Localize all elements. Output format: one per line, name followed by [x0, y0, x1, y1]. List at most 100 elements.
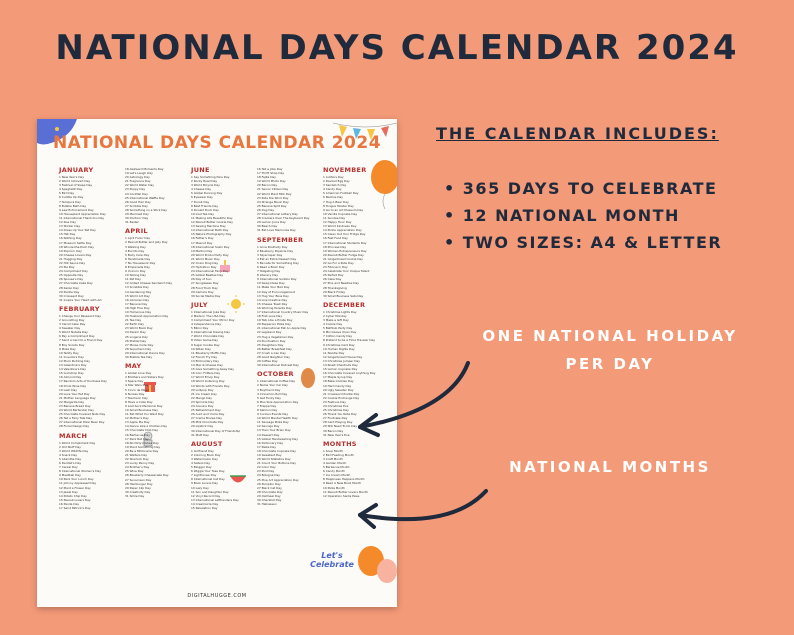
day-entry: 27 Sunscreen Day [125, 477, 152, 482]
day-entry: 21 Ice Cream Day [191, 391, 217, 396]
day-entry: 25 Global Beatles Day [191, 273, 224, 278]
month-heading: MARCH [59, 431, 88, 440]
day-entry: 18 Chocolate Cupcake Day [257, 448, 297, 453]
month-heading: FEBRUARY [59, 304, 100, 313]
day-entry: 27 Scribble Day [125, 203, 148, 208]
day-entry: 4 Independence Day [191, 322, 221, 327]
day-entry: 30 International Day of Friendship [191, 428, 241, 433]
day-entry: 29 Camera Day [191, 289, 214, 294]
day-entry: 7 Teachers' Day [125, 395, 148, 400]
day-entry: 21 World Music Day [191, 256, 220, 261]
day-entry: 29 Coffee Day [257, 359, 278, 364]
day-entry: 20 Astrology Day [125, 175, 150, 180]
includes-item: TWO SIZES: A4 & LETTER [444, 229, 722, 256]
day-entry: 14 Roast Chestnuts Day [323, 363, 358, 368]
day-entry: 30 Checklist Day [257, 498, 282, 503]
day-entry: 27 Black Cat Day [257, 485, 282, 490]
day-entry: 3 World Bicycle Day [191, 183, 220, 188]
day-entry: 18 Drink Wine Day [59, 383, 87, 388]
day-entry: 24 Compliment Day [59, 269, 88, 274]
day-entry: 8 Boy Scouts Day [59, 342, 85, 347]
day-entry: 15 Peanut Lovers Day [59, 497, 91, 502]
leaf-icon [301, 368, 315, 388]
day-entry: 30 Beach Day [257, 224, 278, 229]
day-entry: 3 World Wildlife Day [59, 448, 89, 453]
day-entry: 2 Peanut Butter and Jelly Day [125, 240, 168, 245]
day-entry: 11 Make Your Bed Day [257, 285, 290, 290]
day-list: 18 Awkward Moments Day 19 Let's Laugh Day… [125, 167, 187, 224]
day-entry: 9 Lost Sock Memorial Day [125, 403, 163, 408]
day-entry: 12 Mother's Day [125, 416, 149, 421]
day-entry: 8 Bubble Bath Day [59, 203, 87, 208]
day-entry: 1 Christmas Lights Day [323, 309, 357, 314]
day-entry: 25 Christmas Day [323, 408, 349, 413]
day-entry: 3 Festival of Sleep Day [59, 183, 93, 188]
day-entry: 11 Pet Day [125, 277, 141, 282]
day-entry: 25 Daughters Day [257, 342, 284, 347]
day-entry: 19 Lash Day [59, 387, 77, 392]
day-entry: 11 Inventors Day [59, 354, 84, 359]
day-entry: 10 Pizza Month [323, 485, 345, 490]
day-entry: 12 Gingerbread House Day [323, 354, 363, 359]
day-entry: 13 Hug Your Boss Day [257, 293, 289, 298]
day-entry: 16 Fast Food Day [323, 236, 348, 241]
day-entry: 23 Festivus Day [323, 399, 346, 404]
day-entry: 20 Bacon Day [257, 183, 278, 188]
day-entry: 28 Card Playing Day [323, 420, 353, 425]
day-entry: 26 Day of Sun [191, 277, 212, 282]
day-entry: 27 Sunglasses Day [191, 281, 219, 286]
day-entry: 1 Global Love Day [125, 371, 152, 376]
day-entry: 25 International Waffle Day [125, 195, 165, 200]
day-entry: 7 Cotton Candy Day [323, 334, 353, 339]
day-entry: 20 Love Your Pet Day [59, 391, 90, 396]
day-entry: 24 Punctuation Day [257, 338, 286, 343]
day-entry: 13 International Lefthanders Day [191, 497, 239, 502]
day-entry: 22 Cookie Exchange Day [323, 395, 360, 400]
day-entry: 14 Creamsicle Day [191, 501, 219, 506]
day-entry: 30 Creativity Day [125, 489, 151, 494]
day-entry: 16 Chocolate Covered Anything Day [323, 371, 376, 376]
holiday-callout-line-2: PER DAY [565, 355, 655, 373]
day-entry: 11 Making Life Beautiful Day [191, 215, 233, 220]
day-entry: 15 Nature Photography Day [191, 232, 232, 237]
day-entry: 14 Dessert Day [257, 432, 280, 437]
day-entry: 26 Thank You Note Day [323, 412, 357, 417]
day-entry: 15 Give Something Away Day [191, 367, 234, 372]
celebrate-sticker: Let's Celebrate [310, 551, 354, 569]
includes-item: 365 DAYS TO CELEBRATE [444, 175, 722, 202]
day-entry: 3 Craft Month [323, 456, 343, 461]
day-entry: 19 Women Entrepreneurs Day [323, 248, 367, 253]
day-entry: 13 Christmas Jumper Day [323, 358, 361, 363]
day-entry: 16 Librarian Day [125, 297, 150, 302]
day-list: 1 Authors Day 2 Deviled Egg Day 3 Sandwich… [323, 175, 385, 298]
day-entry: 28 Milk Chocolate Day [191, 420, 224, 425]
day-entry: 15 Hat Day [59, 232, 76, 237]
day-entry: 5 World Nutella Day [59, 330, 88, 335]
month-heading: AUGUST [191, 439, 223, 448]
day-entry: 22 World Plant Milk Day [257, 191, 292, 196]
day-entry: 10 Kitten Day [191, 346, 211, 351]
day-entry: 24 Denim Day [125, 330, 146, 335]
day-entry: 28 Kazoo Day [59, 285, 79, 290]
day-entry: 1 April Fools' Day [125, 236, 151, 241]
day-entry: 19 Hard Candy Day [323, 383, 352, 388]
day-entry: 13 Scrabble Day [125, 285, 149, 290]
day-entry: 28 Hamburger Day [125, 481, 153, 486]
day-entry: 31 Smile Day [125, 493, 145, 498]
day-entry: 1 Authors Day [323, 175, 344, 179]
day-entry: 9 Law Enforcement Day [59, 207, 94, 212]
day-entry: 23 Hydration Day [191, 265, 217, 270]
day-entry: 18 International Sushi Day [191, 244, 230, 249]
day-entry: 12 Operation Santa Paws [323, 493, 360, 498]
day-entry: 1 International Joke Day [191, 309, 226, 314]
day-entry: 17 International Students Day [323, 240, 367, 245]
day-entry: 25 Parfait Day [323, 273, 344, 278]
day-entry: 1 Acne Positivity Day [257, 244, 288, 249]
day-entry: 31 Inspire Your Heart with Art [59, 297, 102, 302]
calendar-sheet: Let's Celebrate NATIONAL DAYS CALENDAR 2… [37, 119, 397, 607]
day-entry: 21 Tea Day [125, 318, 142, 323]
day-entry: 20 Be a Millionaire Day [125, 448, 159, 453]
months-callout: NATIONAL MONTHS [509, 458, 711, 476]
day-entry: 24 Cousins Day [191, 403, 214, 408]
day-entry: 9 Donald Duck Day [191, 207, 219, 212]
